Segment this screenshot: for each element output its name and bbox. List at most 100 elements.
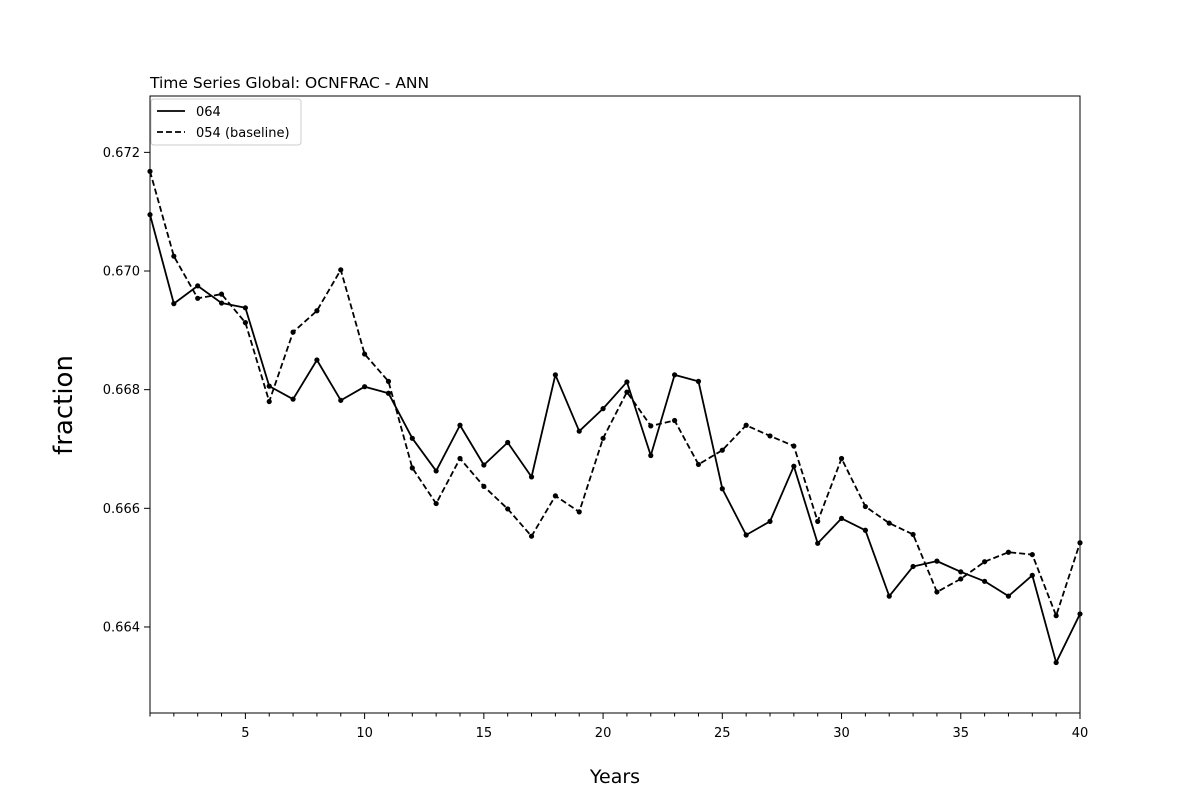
plot-area <box>147 95 1083 714</box>
x-tick-label: 15 <box>476 726 493 741</box>
data-point-064 <box>576 428 582 434</box>
x-axis-label: Years <box>589 766 640 788</box>
y-tick-label: 0.670 <box>103 265 140 280</box>
data-point-064 <box>695 378 702 384</box>
data-point-baseline <box>1029 551 1035 558</box>
data-point-baseline <box>791 443 797 449</box>
data-point-064 <box>815 540 821 546</box>
data-point-064 <box>552 372 558 378</box>
data-point-064 <box>338 397 344 403</box>
series-line-baseline <box>149 171 1081 617</box>
data-point-064 <box>743 532 749 538</box>
y-tick-label: 0.668 <box>103 383 140 398</box>
data-point-baseline <box>147 168 153 174</box>
data-point-baseline <box>719 447 725 453</box>
data-point-baseline <box>600 435 606 441</box>
data-point-baseline <box>242 320 248 326</box>
data-point-064 <box>600 406 606 412</box>
data-point-baseline <box>934 589 940 595</box>
data-point-064 <box>218 300 225 306</box>
x-tick-label: 20 <box>595 726 612 741</box>
data-point-baseline <box>457 455 463 462</box>
data-point-baseline <box>838 455 845 462</box>
data-point-064 <box>624 379 630 385</box>
data-point-064 <box>958 569 964 575</box>
x-tick-label: 5 <box>241 726 249 741</box>
data-point-064 <box>719 486 725 492</box>
data-point-064 <box>147 212 153 218</box>
data-point-baseline <box>552 493 558 499</box>
data-point-baseline <box>362 351 368 357</box>
plot-frame <box>149 95 1081 714</box>
data-point-064 <box>385 390 392 396</box>
data-point-064 <box>672 372 678 378</box>
data-point-baseline <box>910 531 916 538</box>
data-point-baseline <box>862 503 868 510</box>
data-point-baseline <box>528 533 535 539</box>
data-point-baseline <box>338 267 344 273</box>
data-point-064 <box>934 558 940 564</box>
data-point-baseline <box>171 253 177 259</box>
data-point-baseline <box>195 295 201 301</box>
data-point-baseline <box>672 417 678 424</box>
data-point-baseline <box>982 559 988 565</box>
y-tick-label: 0.666 <box>103 502 140 517</box>
data-point-baseline <box>218 291 225 297</box>
data-point-baseline <box>314 308 320 314</box>
data-point-064 <box>1053 659 1059 666</box>
y-tick-label: 0.672 <box>103 146 140 161</box>
data-point-baseline <box>409 465 415 471</box>
data-point-baseline <box>815 518 821 524</box>
legend: 064 054 (baseline) <box>150 98 302 146</box>
x-tick-label: 35 <box>952 726 969 741</box>
data-point-baseline <box>648 423 654 429</box>
data-point-064 <box>982 578 988 584</box>
y-axis-label: fraction <box>49 355 79 455</box>
data-point-064 <box>171 301 177 307</box>
data-point-baseline <box>743 422 749 428</box>
data-point-064 <box>457 422 463 428</box>
data-point-064 <box>791 463 797 469</box>
data-point-064 <box>528 474 535 480</box>
data-point-064 <box>362 384 368 390</box>
data-point-baseline <box>958 576 964 582</box>
data-point-baseline <box>266 398 272 405</box>
x-tick-label: 25 <box>714 726 731 741</box>
data-point-064 <box>290 396 296 402</box>
data-point-baseline <box>481 483 487 489</box>
x-tick-label: 40 <box>1072 726 1089 741</box>
data-point-064 <box>767 518 773 524</box>
data-point-baseline <box>1053 613 1059 619</box>
data-point-064 <box>838 515 845 522</box>
data-point-064 <box>481 462 487 468</box>
data-point-baseline <box>505 506 511 512</box>
data-point-baseline <box>385 378 392 384</box>
data-point-baseline <box>433 500 439 507</box>
data-point-064 <box>648 452 654 459</box>
data-point-baseline <box>1077 540 1083 546</box>
data-point-064 <box>1029 572 1035 578</box>
data-point-baseline <box>290 329 296 335</box>
data-point-064 <box>266 383 272 389</box>
data-point-064 <box>433 468 439 474</box>
x-tick-label: 30 <box>833 726 850 741</box>
legend-label-064: 064 <box>196 105 221 120</box>
chart-title: Time Series Global: OCNFRAC - ANN <box>149 74 429 92</box>
data-point-064 <box>242 305 248 311</box>
data-point-baseline <box>695 461 702 468</box>
data-point-baseline <box>767 433 773 439</box>
data-point-baseline <box>624 389 630 395</box>
data-point-064 <box>886 593 892 599</box>
series-line-064 <box>149 214 1081 664</box>
data-point-064 <box>505 439 511 446</box>
x-axis: 5 10 15 20 25 30 35 40 <box>149 713 1089 741</box>
data-point-064 <box>910 563 916 570</box>
data-point-baseline <box>886 520 892 526</box>
data-point-baseline <box>1005 549 1012 555</box>
x-tick-label: 10 <box>356 726 373 741</box>
y-axis: 0.664 0.666 0.668 0.670 0.672 <box>103 146 150 635</box>
legend-label-baseline: 054 (baseline) <box>196 126 290 141</box>
legend-box <box>150 98 302 146</box>
data-point-064 <box>862 527 868 533</box>
